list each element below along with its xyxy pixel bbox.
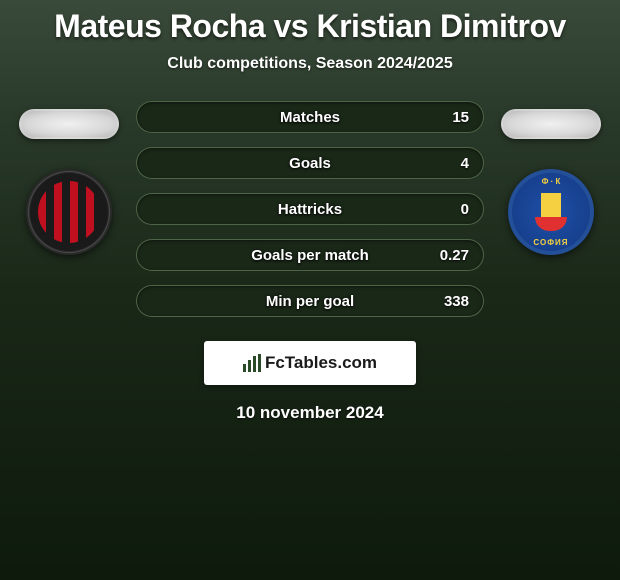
stats-bars: Matches 15 Goals 4 Hattricks 0 Goals per… xyxy=(136,101,484,317)
stat-bar-goals: Goals 4 xyxy=(136,147,484,179)
stat-right-value: 338 xyxy=(444,293,469,310)
club-badge-right: Ф · К СОФИЯ xyxy=(508,169,594,255)
right-side: Ф · К СОФИЯ xyxy=(496,101,606,255)
comparison-card: Mateus Rocha vs Kristian Dimitrov Club c… xyxy=(0,0,620,423)
stat-bar-hattricks: Hattricks 0 xyxy=(136,193,484,225)
club-badge-left xyxy=(26,169,112,255)
brand-text: FcTables.com xyxy=(265,353,377,373)
stat-bar-matches: Matches 15 xyxy=(136,101,484,133)
levski-flag-icon xyxy=(541,193,561,219)
stat-label: Goals per match xyxy=(251,247,369,264)
player2-name: Kristian Dimitrov xyxy=(316,8,565,44)
badge-text-top: Ф · К xyxy=(542,177,561,186)
player1-photo xyxy=(19,109,119,139)
stat-right-value: 0 xyxy=(461,201,469,218)
page-title: Mateus Rocha vs Kristian Dimitrov xyxy=(54,8,566,45)
barchart-icon xyxy=(243,354,261,372)
stat-label: Min per goal xyxy=(266,293,354,310)
date-label: 10 november 2024 xyxy=(236,403,383,423)
badge-text-bottom: СОФИЯ xyxy=(533,238,568,247)
stat-label: Goals xyxy=(289,155,331,172)
player1-name: Mateus Rocha xyxy=(54,8,265,44)
brand-box: FcTables.com xyxy=(204,341,416,385)
vs-label: vs xyxy=(274,8,309,44)
stat-label: Matches xyxy=(280,109,340,126)
stat-bar-goals-per-match: Goals per match 0.27 xyxy=(136,239,484,271)
stat-bar-min-per-goal: Min per goal 338 xyxy=(136,285,484,317)
stat-right-value: 0.27 xyxy=(440,247,469,264)
comparison-body: Matches 15 Goals 4 Hattricks 0 Goals per… xyxy=(0,101,620,317)
stat-label: Hattricks xyxy=(278,201,342,218)
player2-photo xyxy=(501,109,601,139)
stat-right-value: 4 xyxy=(461,155,469,172)
left-side xyxy=(14,101,124,255)
lokomotiv-stripes-icon xyxy=(38,181,100,243)
stat-right-value: 15 xyxy=(452,109,469,126)
subtitle: Club competitions, Season 2024/2025 xyxy=(167,55,452,73)
